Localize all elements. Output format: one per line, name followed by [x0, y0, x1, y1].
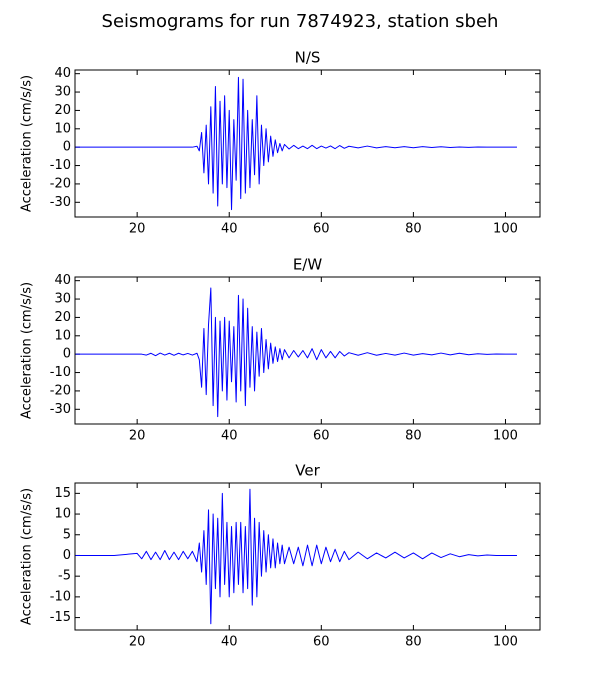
y-tick-label: 20 [54, 310, 71, 325]
y-tick-label: -10 [50, 158, 71, 173]
y-tick-label: 40 [54, 273, 71, 288]
x-tick-label: 40 [221, 635, 238, 650]
subplot-title: N/S [295, 49, 321, 67]
x-tick-label: 100 [493, 635, 518, 650]
y-tick-label: -10 [50, 365, 71, 380]
y-axis-label: Acceleration (cm/s/s) [20, 488, 35, 625]
axes-frame [74, 276, 541, 425]
y-tick-label: 20 [54, 103, 71, 118]
signal-line [75, 488, 517, 625]
x-tick-label: 80 [405, 429, 422, 444]
x-tick-label: 60 [313, 222, 330, 237]
y-tick-label: -5 [58, 569, 71, 584]
y-tick-label: 0 [63, 548, 71, 563]
y-tick-label: -20 [50, 176, 71, 191]
y-axis-label: Acceleration (cm/s/s) [20, 282, 35, 419]
y-axis-label: Acceleration (cm/s/s) [20, 75, 35, 212]
x-tick-label: 80 [405, 222, 422, 237]
x-tick-label: 100 [493, 429, 518, 444]
axes-frame [74, 482, 541, 631]
x-tick-label: 100 [493, 222, 518, 237]
y-tick-label: 40 [54, 66, 71, 81]
x-tick-label: 20 [129, 635, 146, 650]
y-tick-label: -10 [50, 589, 71, 604]
y-tick-label: -15 [50, 610, 71, 625]
x-tick-label: 40 [221, 222, 238, 237]
signal-line [75, 287, 517, 418]
figure-title: Seismograms for run 7874923, station sbe… [102, 11, 499, 32]
y-tick-label: 10 [54, 328, 71, 343]
y-tick-label: -20 [50, 383, 71, 398]
subplot-title: Ver [295, 462, 320, 480]
x-tick-label: 60 [313, 635, 330, 650]
x-tick-label: 60 [313, 429, 330, 444]
y-tick-label: 5 [63, 527, 71, 542]
x-tick-label: 20 [129, 429, 146, 444]
x-tick-label: 40 [221, 429, 238, 444]
y-tick-label: -30 [50, 402, 71, 417]
y-tick-label: -30 [50, 195, 71, 210]
x-tick-label: 80 [405, 635, 422, 650]
y-tick-label: 15 [54, 486, 71, 501]
y-tick-label: 0 [63, 140, 71, 155]
signal-line [75, 76, 517, 211]
y-tick-label: 10 [54, 121, 71, 136]
x-tick-label: 20 [129, 222, 146, 237]
y-tick-label: 0 [63, 347, 71, 362]
y-tick-label: 30 [54, 85, 71, 100]
axes-frame [74, 69, 541, 218]
y-tick-label: 30 [54, 292, 71, 307]
subplot-title: E/W [293, 256, 323, 274]
y-tick-label: 10 [54, 507, 71, 522]
